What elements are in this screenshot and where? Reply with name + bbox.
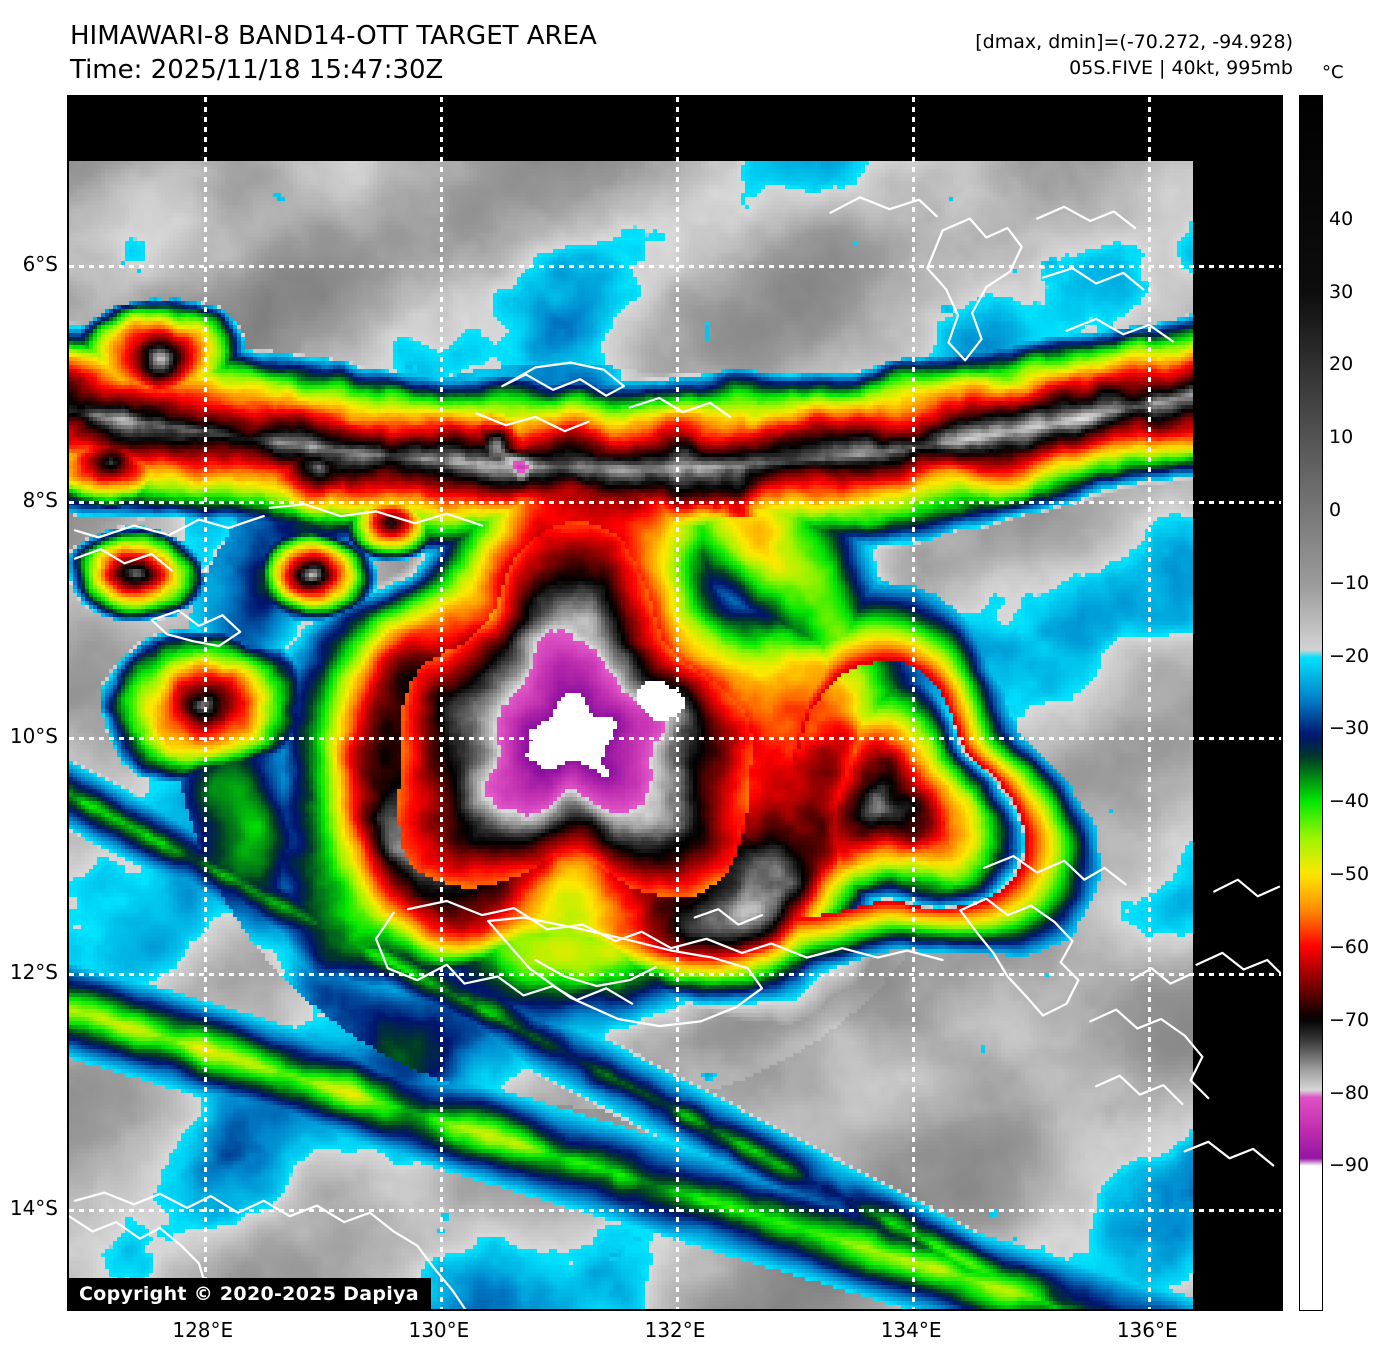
x-axis-tick-136: 136°E (1116, 1318, 1178, 1342)
colorbar-tick-minus70: −70 (1329, 1008, 1370, 1031)
colorbar-tick-minus10: −10 (1329, 571, 1370, 594)
coastline-segment (1095, 1074, 1184, 1106)
page-title: HIMAWARI-8 BAND14-OTT TARGET AREA Time: … (70, 21, 597, 85)
colorbar-tick-0: 0 (1329, 499, 1342, 522)
colorbar-tick-minus90: −90 (1329, 1154, 1370, 1177)
colorbar-tick-minus20: −20 (1329, 644, 1370, 667)
colorbar-tick-minus30: −30 (1329, 717, 1370, 740)
x-axis-tick-128: 128°E (172, 1318, 234, 1342)
colorbar-tick-minus80: −80 (1329, 1081, 1370, 1104)
x-axis-tick-130: 130°E (408, 1318, 470, 1342)
dmax-dmin-readout: [dmax, dmin]=(-70.272, -94.928) (975, 31, 1293, 53)
coastline-segment (1195, 951, 1281, 976)
header-metadata: [dmax, dmin]=(-70.272, -94.928) 05S.FIVE… (975, 30, 1293, 81)
colorbar-tick-minus50: −50 (1329, 863, 1370, 886)
x-axis-tick-132: 132°E (644, 1318, 706, 1342)
plot-inner (69, 97, 1281, 1309)
colorbar-tick-20: 20 (1329, 353, 1354, 376)
coastline-segment (268, 503, 484, 527)
colorbar-tick-minus40: −40 (1329, 790, 1370, 813)
colorbar-units-label: °C (1322, 62, 1344, 83)
coastline-segment (374, 911, 634, 1005)
coastline-segment (982, 855, 1127, 886)
coastline-segment (73, 515, 265, 539)
coastline-segment (693, 908, 764, 926)
coastline-segment (534, 958, 657, 988)
satellite-raster (69, 97, 1281, 1309)
coastline-segment (926, 217, 1023, 362)
coastline-overlay (69, 196, 1281, 1309)
satellite-image-plot[interactable] (67, 95, 1283, 1311)
coastline-segment (1213, 878, 1281, 898)
coastline-segment (73, 548, 173, 572)
coastline-segment (1036, 205, 1137, 230)
coastline-segment (628, 396, 732, 418)
colorbar[interactable]: 40 30 20 10 0 −10 −20 −30 −40 −50 −60 −70 −80 −90 (1299, 95, 1369, 1311)
colorbar-tick-40: 40 (1329, 207, 1354, 230)
colorbar-tick-30: 30 (1329, 280, 1354, 303)
coastline-segment (73, 1191, 467, 1309)
coastline-segment (1089, 1008, 1210, 1100)
coastline-segment (829, 196, 938, 218)
coastline-segment (1130, 967, 1192, 985)
storm-id-readout: 05S.FIVE | 40kt, 995mb (1069, 56, 1293, 79)
coastline-segment (487, 916, 764, 1028)
colorbar-tick-minus60: −60 (1329, 935, 1370, 958)
x-axis-tick-134: 134°E (880, 1318, 942, 1342)
colorbar-gradient (1299, 95, 1323, 1311)
copyright-watermark: Copyright © 2020-2025 Dapiya (69, 1278, 431, 1311)
coastline-segment (1183, 1140, 1275, 1167)
coastline-segment (406, 899, 944, 962)
colorbar-tick-10: 10 (1329, 426, 1354, 449)
coastline-segment (959, 897, 1080, 1017)
coastline-segment (475, 412, 590, 433)
coastline-segment (1065, 317, 1174, 343)
coastline-segment (1041, 267, 1145, 291)
coastline-segment (150, 609, 242, 648)
coastline-segment (501, 361, 625, 397)
